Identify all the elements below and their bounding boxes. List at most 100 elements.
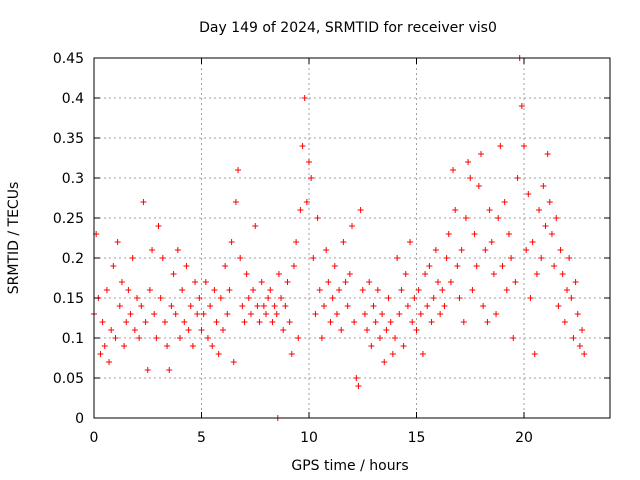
data-point [340,239,347,245]
data-point [443,255,450,261]
data-point [157,295,164,301]
data-point [226,287,233,293]
data-point [110,263,117,269]
data-point [407,239,414,245]
data-point [129,255,136,261]
y-tick-label: 0.15 [53,291,84,307]
y-axis-label: SRMTID / TECUs [6,182,22,295]
data-point [161,319,168,325]
data-point [374,287,381,293]
data-point [106,359,113,365]
data-point [349,223,355,229]
data-point [282,303,289,309]
data-point [376,335,383,341]
data-point [142,319,149,325]
data-point [118,279,125,285]
data-point [123,319,130,325]
data-point [256,319,263,325]
data-point [357,207,364,213]
data-point [546,199,553,205]
data-point [293,239,300,245]
data-point [338,327,345,333]
data-point [454,263,461,269]
data-point [370,303,377,309]
data-point [581,351,588,357]
data-point [364,327,371,333]
data-point [308,175,315,181]
data-point [510,335,517,341]
data-point [497,143,504,149]
data-point [426,263,433,269]
data-point [263,311,269,317]
data-point [116,303,123,309]
data-point [144,367,151,373]
data-point [321,303,328,309]
data-point [460,319,467,325]
data-point [280,327,287,333]
data-point [551,263,558,269]
data-point [306,159,312,165]
data-point [286,319,293,325]
data-point [329,295,336,301]
data-point [445,231,452,237]
y-tick-label: 0 [75,411,84,427]
data-point [211,287,218,293]
data-point [576,343,583,349]
data-point [465,159,472,165]
data-point [346,271,353,277]
data-point [314,215,321,221]
data-point [179,287,186,293]
data-point [312,311,319,317]
data-point [237,255,244,261]
data-point [209,343,216,349]
data-point [97,351,104,357]
data-point [121,343,128,349]
data-point [230,359,237,365]
data-point [224,311,231,317]
data-point [310,255,317,261]
data-point [482,247,489,253]
y-tick-label: 0.45 [53,51,84,67]
data-point [424,303,431,309]
data-point [327,319,334,325]
data-point [478,151,484,157]
y-tick-label: 0.3 [62,171,84,187]
data-point [303,199,310,205]
data-point [368,343,375,349]
data-point [239,303,246,309]
data-point [153,335,160,341]
data-point [325,279,332,285]
data-point [435,279,441,285]
x-tick-label: 0 [90,430,99,446]
x-tick-label: 10 [300,430,318,446]
data-point [437,311,444,317]
data-point [170,271,177,277]
data-point [183,263,190,269]
data-point [278,295,285,301]
data-point [389,351,396,357]
data-point [379,311,386,317]
data-point [331,263,338,269]
data-point [467,175,474,181]
data-point [247,311,254,317]
data-point [383,327,390,333]
plot-frame [93,57,611,419]
data-point [540,183,547,189]
data-point [557,247,564,253]
axis-ticks: 0 5 10 15 20 0 0.05 0.1 0.15 0.2 0.25 0.3 0.35 0.4 0.4… [53,51,610,446]
data-point [108,327,115,333]
data-point [499,263,506,269]
data-point [439,287,446,293]
data-point [181,319,188,325]
data-point [112,335,119,341]
data-point [441,303,448,309]
data-point [417,311,424,317]
data-point [450,167,457,173]
data-point [271,303,278,309]
data-point [430,295,437,301]
data-point [469,287,476,293]
data-point [372,319,379,325]
data-point [398,287,405,293]
data-point [140,199,147,205]
data-point [475,183,482,189]
